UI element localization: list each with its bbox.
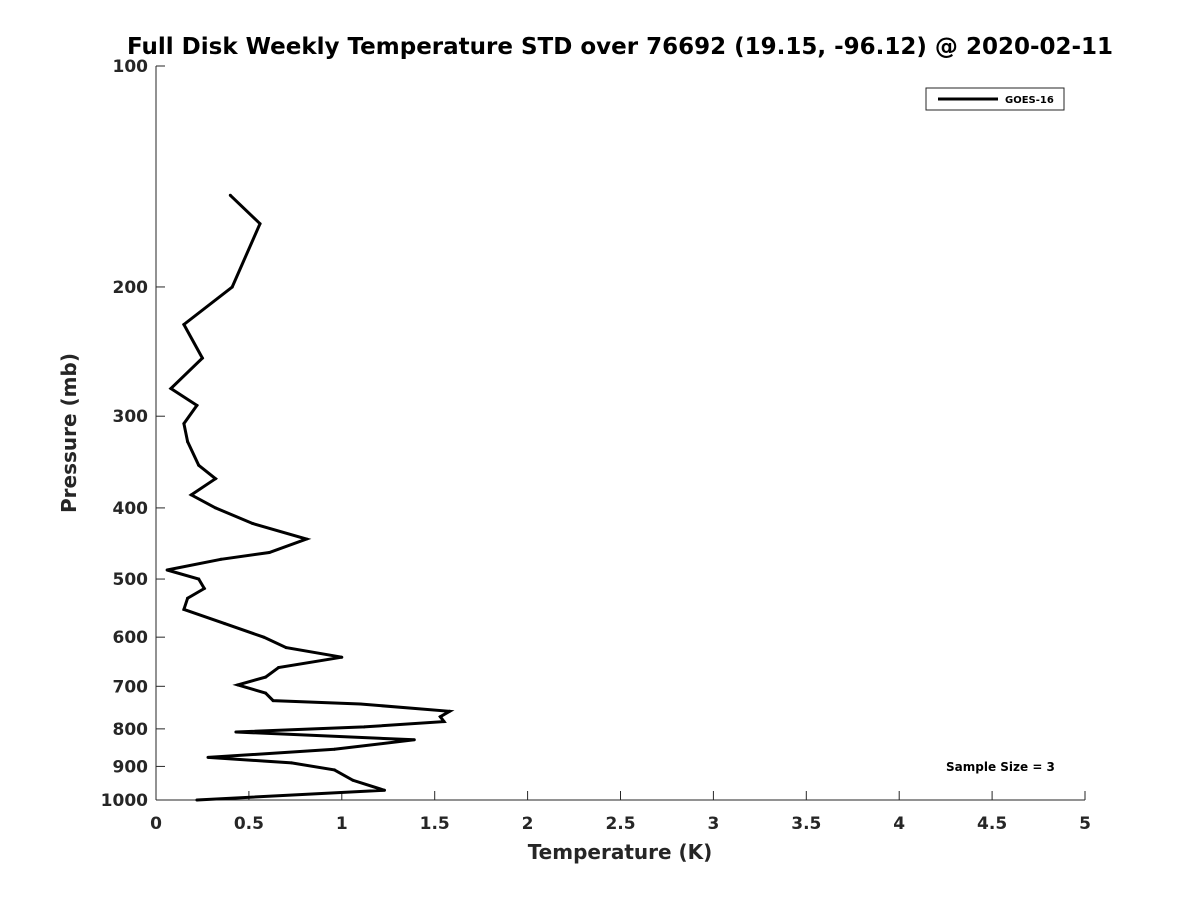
x-tick-label: 3 <box>707 814 719 834</box>
data-point <box>186 440 190 444</box>
data-point <box>228 193 232 197</box>
data-point <box>202 587 206 590</box>
data-point <box>448 709 452 713</box>
x-tick-label: 1 <box>336 814 348 834</box>
y-ticks: 100 200 300 400 500 600 700 800 900 1000 <box>101 57 165 811</box>
y-tick-label: 500 <box>113 570 149 590</box>
legend-label: GOES-16 <box>1005 95 1054 106</box>
data-point <box>206 755 210 759</box>
data-point <box>182 323 186 326</box>
data-point <box>271 699 275 703</box>
data-point <box>332 768 336 772</box>
y-tick-label: 700 <box>113 677 149 697</box>
series-line <box>166 194 455 802</box>
data-point <box>182 422 186 426</box>
data-point <box>186 596 190 600</box>
sample-size-annotation: Sample Size = 3 <box>946 760 1055 774</box>
y-tick-label: 100 <box>113 57 149 77</box>
data-point <box>189 493 193 497</box>
data-point <box>236 683 240 687</box>
y-tick-label: 300 <box>113 407 149 427</box>
data-point <box>362 725 366 729</box>
x-tick-label: 4.5 <box>977 814 1007 834</box>
data-point <box>197 463 201 467</box>
data-point <box>267 551 271 554</box>
data-point <box>200 356 204 360</box>
y-tick-label: 900 <box>113 757 149 777</box>
y-tick-label: 600 <box>113 628 149 648</box>
data-point <box>358 702 362 706</box>
y-tick-label: 400 <box>113 499 149 519</box>
data-point <box>277 666 281 669</box>
chart-title: Full Disk Weekly Temperature STD over 76… <box>127 34 1113 60</box>
data-point <box>195 403 199 407</box>
data-point <box>305 537 308 541</box>
data-point <box>219 557 223 561</box>
y-tick-label: 1000 <box>101 791 148 811</box>
x-ticks: 0 0.5 1 1.5 2 2.5 3 3.5 4 4.5 5 <box>150 791 1091 834</box>
series-group <box>165 193 455 802</box>
data-point <box>412 738 416 742</box>
x-tick-label: 2.5 <box>605 814 635 834</box>
legend: GOES-16 <box>925 87 1065 111</box>
x-tick-label: 0 <box>150 814 162 834</box>
data-point <box>214 477 217 481</box>
x-tick-label: 5 <box>1079 814 1091 834</box>
data-point <box>182 607 186 611</box>
data-point <box>442 720 446 724</box>
data-point <box>351 778 355 782</box>
x-tick-label: 4 <box>893 814 905 834</box>
x-tick-label: 0.5 <box>234 814 264 834</box>
data-point <box>340 655 344 659</box>
y-axis-label: Pressure (mb) <box>57 353 81 513</box>
data-point <box>195 798 199 802</box>
data-point <box>165 568 169 572</box>
data-point <box>214 506 217 510</box>
data-point <box>284 646 288 650</box>
data-point <box>169 387 173 390</box>
x-tick-label: 3.5 <box>791 814 821 834</box>
axes <box>155 66 1085 801</box>
data-point <box>258 222 262 226</box>
x-tick-label: 2 <box>522 814 534 834</box>
data-point <box>290 761 294 765</box>
x-tick-label: 1.5 <box>420 814 450 834</box>
data-point <box>262 635 266 639</box>
data-point <box>264 675 268 679</box>
data-point <box>234 730 238 734</box>
data-point <box>197 577 201 581</box>
y-tick-label: 800 <box>113 720 149 740</box>
data-point <box>264 691 268 695</box>
data-point <box>383 788 386 792</box>
x-axis-label: Temperature (K) <box>528 840 713 864</box>
data-point <box>230 285 234 289</box>
data-point <box>332 747 336 751</box>
data-point <box>251 522 255 525</box>
data-point <box>223 622 227 626</box>
data-point <box>438 715 442 719</box>
y-tick-label: 200 <box>113 278 149 298</box>
